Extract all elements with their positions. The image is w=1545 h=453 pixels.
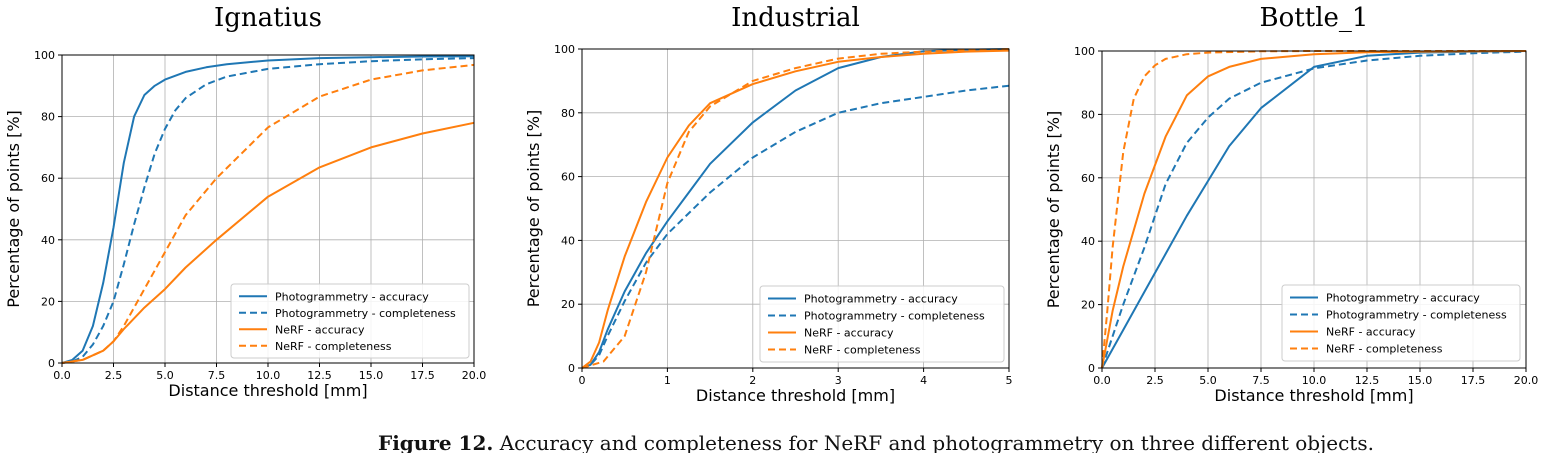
series-line-4: [581, 48, 1010, 369]
chart-title: Industrial: [731, 3, 860, 33]
y-tick-label: 40: [41, 234, 55, 247]
x-axis-label: Distance threshold [mm]: [696, 386, 895, 405]
y-axis-label: Percentage of points [%]: [524, 110, 543, 308]
x-tick-label: 1: [664, 374, 671, 387]
legend-box: [1281, 284, 1521, 362]
chart-panel-1: 0.0 2.5 5.0 7.5 10.0 12.5 15.0 17.5 20.0 0 20 40 60 8…: [4, 3, 486, 400]
x-tick-label: 10.0: [1302, 374, 1327, 387]
y-tick-label: 100: [554, 43, 575, 56]
legend: Photogrammetry - accuracy Photogrammetry …: [759, 285, 1005, 363]
y-tick-label: 0: [568, 362, 575, 375]
axes-frame: [581, 48, 1010, 369]
y-tick-label: 40: [561, 234, 575, 247]
x-tick-label: 5.0: [156, 369, 174, 382]
x-tick-label: 5: [1006, 374, 1013, 387]
x-tick-label: 17.5: [410, 369, 435, 382]
x-tick-label: 0: [579, 374, 586, 387]
y-axis-label: Percentage of points [%]: [4, 110, 23, 308]
y-tick-label: 20: [1081, 299, 1095, 312]
y-tick-label: 80: [41, 111, 55, 124]
legend-entry-label: Photogrammetry - accuracy: [1326, 292, 1480, 305]
series-line-3: [581, 49, 1010, 369]
figure-caption: Figure 12. Accuracy and completeness for…: [378, 431, 1538, 453]
legend-box: [230, 283, 470, 359]
x-axis-label: Distance threshold [mm]: [1214, 386, 1413, 405]
legend-entry-label: Photogrammetry - accuracy: [804, 293, 958, 306]
x-tick-label: 7.5: [1252, 374, 1270, 387]
x-tick-label: 0.0: [53, 369, 71, 382]
x-tick-label: 2.5: [105, 369, 123, 382]
legend-entry-label: NeRF - accuracy: [804, 327, 894, 340]
y-tick-label: 100: [34, 49, 55, 62]
legend-entry-label: Photogrammetry - completeness: [1326, 309, 1507, 322]
legend-entry-label: NeRF - accuracy: [1326, 326, 1416, 339]
x-tick-label: 7.5: [208, 369, 226, 382]
caption-text: Accuracy and completeness for NeRF and p…: [499, 431, 1374, 453]
x-tick-label: 15.0: [359, 369, 384, 382]
y-tick-label: 40: [1081, 235, 1095, 248]
chart-panel-3: 0.0 2.5 5.0 7.5 10.0 12.5 15.0 17.5 20.0 0 20 40 60 8…: [1044, 3, 1538, 405]
chart-title: Ignatius: [214, 3, 322, 33]
legend-entry-label: Photogrammetry - accuracy: [275, 290, 429, 303]
chart-panel-2: 0 1 2 3 4 5 0 20 40 60 80 100 Industrial Distance thr…: [524, 3, 1013, 405]
x-tick-label: 0.0: [1093, 374, 1111, 387]
x-tick-label: 4: [920, 374, 927, 387]
series-line-2: [1101, 50, 1527, 369]
x-tick-label: 12.5: [307, 369, 332, 382]
legend-entry-label: NeRF - completeness: [804, 344, 921, 357]
chart-title: Bottle_1: [1260, 3, 1369, 33]
series-line-1: [1101, 50, 1527, 369]
x-axis-label: Distance threshold [mm]: [168, 381, 367, 400]
x-tick-label: 2.5: [1146, 374, 1164, 387]
legend-entry-label: NeRF - completeness: [1326, 343, 1443, 356]
series-line-4: [61, 63, 475, 364]
y-tick-label: 0: [48, 357, 55, 370]
x-tick-label: 2: [749, 374, 756, 387]
legend-entry-label: NeRF - completeness: [275, 340, 392, 353]
y-tick-label: 20: [41, 295, 55, 308]
legend-entry-label: NeRF - accuracy: [275, 323, 365, 336]
y-tick-label: 0: [1088, 362, 1095, 375]
y-tick-label: 80: [561, 107, 575, 120]
y-tick-label: 20: [561, 298, 575, 311]
y-tick-label: 100: [1074, 45, 1095, 58]
series-line-3: [1101, 50, 1527, 369]
x-tick-label: 15.0: [1408, 374, 1433, 387]
legend-entry-label: Photogrammetry - completeness: [804, 310, 985, 323]
x-tick-label: 3: [835, 374, 842, 387]
legend: Photogrammetry - accuracy Photogrammetry …: [1281, 284, 1521, 362]
series-line-2: [61, 57, 475, 364]
legend-entry-label: Photogrammetry - completeness: [275, 307, 456, 320]
legend-box: [759, 285, 1005, 363]
x-tick-label: 5.0: [1199, 374, 1217, 387]
y-axis-label: Percentage of points [%]: [1044, 111, 1063, 309]
y-tick-label: 60: [561, 171, 575, 184]
y-tick-label: 80: [1081, 108, 1095, 121]
series-line-1: [581, 48, 1010, 369]
y-tick-label: 60: [1081, 172, 1095, 185]
series-line-2: [581, 84, 1010, 369]
caption-label: Figure 12.: [378, 431, 494, 453]
x-tick-label: 10.0: [256, 369, 281, 382]
series-line-1: [61, 55, 475, 364]
x-tick-label: 12.5: [1355, 374, 1380, 387]
x-tick-label: 17.5: [1461, 374, 1486, 387]
y-tick-label: 60: [41, 172, 55, 185]
legend: Photogrammetry - accuracy Photogrammetry …: [230, 283, 470, 359]
x-tick-label: 20.0: [1514, 374, 1539, 387]
x-tick-label: 20.0: [462, 369, 487, 382]
